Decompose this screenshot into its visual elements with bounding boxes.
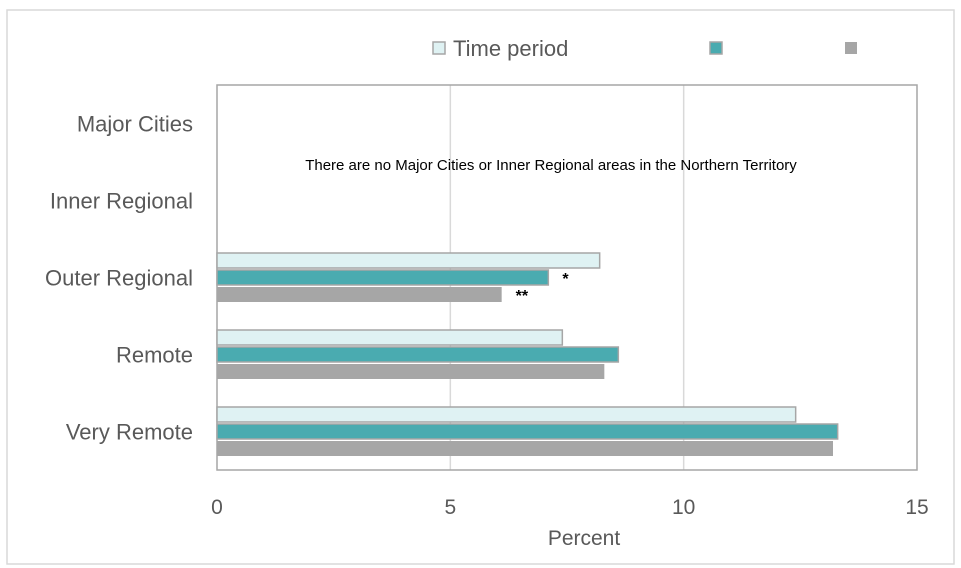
bars	[216, 252, 839, 456]
bar-outer-regional-series-3	[217, 287, 502, 302]
bar-remote-series-2	[216, 346, 620, 363]
legend-swatch-3	[845, 42, 857, 54]
x-tick-label-5: 5	[444, 496, 456, 519]
bar-remote-series-3	[217, 364, 605, 379]
legend-label-1: Time period	[453, 36, 568, 61]
x-tick-label-15: 15	[905, 496, 928, 519]
bar-very-remote-series-3	[217, 441, 833, 456]
legend: Time period	[432, 36, 857, 61]
x-tick-label-10: 10	[672, 496, 695, 519]
bar-annotations: ***	[516, 271, 570, 305]
tick-labels: 0 5 10 15	[211, 496, 929, 519]
bar-outer-regional-series-2	[216, 269, 550, 286]
category-label-very-remote: Very Remote	[66, 420, 193, 445]
bar-remote-series-1	[216, 329, 564, 346]
legend-swatch-1	[432, 41, 446, 55]
category-label-major-cities: Major Cities	[77, 112, 193, 137]
category-label-inner-regional: Inner Regional	[50, 189, 193, 214]
category-label-remote: Remote	[116, 343, 193, 368]
legend-swatch-2	[709, 41, 723, 55]
bar-annotation-2: **	[516, 288, 529, 305]
chart-note: There are no Major Cities or Inner Regio…	[305, 157, 797, 174]
x-axis-title: Percent	[548, 527, 621, 550]
category-label-outer-regional: Outer Regional	[45, 266, 193, 291]
bar-very-remote-series-2	[216, 423, 839, 440]
bar-outer-regional-series-1	[216, 252, 601, 269]
bar-annotation-1: *	[562, 271, 569, 288]
bar-very-remote-series-1	[216, 406, 797, 423]
category-labels: Major Cities Inner Regional Outer Regional…	[45, 112, 193, 445]
x-tick-label-0: 0	[211, 496, 223, 519]
